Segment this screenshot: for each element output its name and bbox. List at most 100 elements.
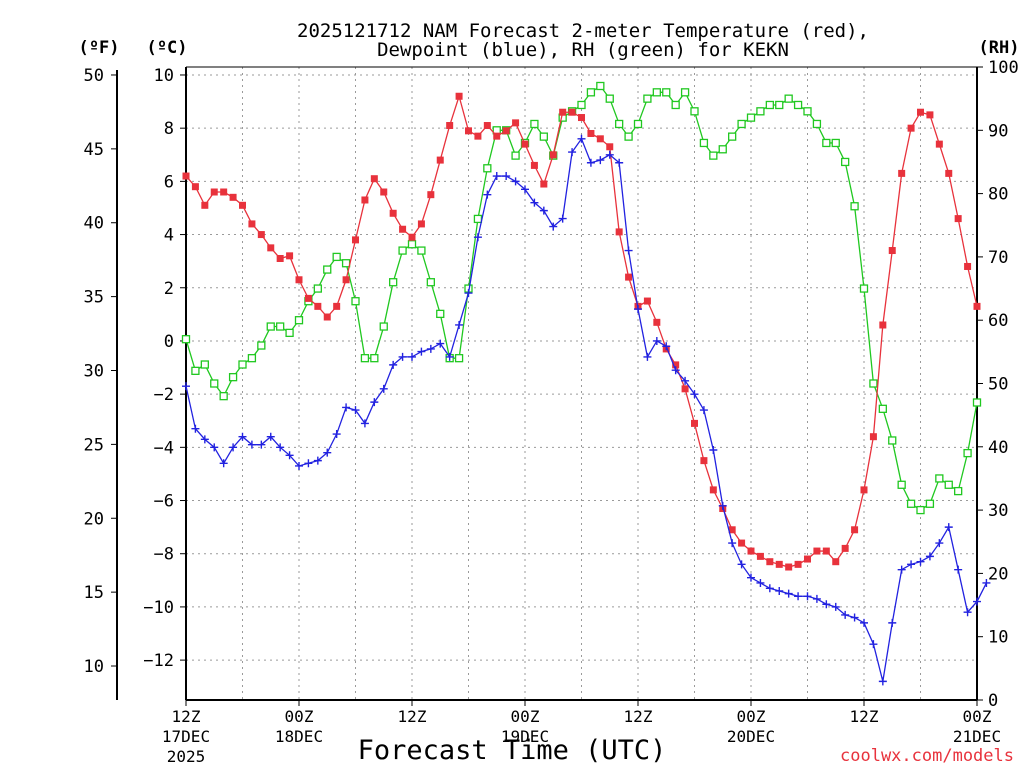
fahrenheit-tick-label: 40	[84, 214, 104, 234]
dewpoint-point	[210, 443, 219, 452]
dewpoint-point	[464, 289, 473, 298]
temperature-point	[333, 302, 341, 310]
temperature-point	[483, 122, 491, 130]
dewpoint-point	[925, 552, 934, 561]
rh-point	[473, 214, 483, 224]
temperature-point	[907, 124, 915, 132]
temperature-point	[578, 114, 585, 122]
dewpoint-point	[304, 459, 313, 468]
temperature-point	[314, 302, 322, 310]
rh-tick-label: 30	[988, 501, 1008, 521]
temperature-point	[521, 140, 529, 148]
rh-point	[662, 88, 671, 97]
x-tick-date-label: 21DEC	[953, 727, 1001, 746]
temperature-point	[286, 252, 294, 260]
rh-point	[257, 341, 266, 350]
rh-point	[332, 252, 341, 262]
dewpoint-point	[483, 190, 492, 199]
x-tick-time-label: 12Z	[398, 707, 427, 726]
temperature-point	[926, 111, 934, 119]
dewpoint-point	[841, 610, 850, 619]
dewpoint-point	[850, 613, 859, 622]
dewpoint-point	[219, 459, 228, 468]
temperature-point	[512, 119, 520, 127]
dewpoint-point	[944, 523, 953, 532]
dewpoint-point	[455, 320, 464, 329]
temperature-point	[615, 228, 623, 236]
dewpoint-point	[521, 185, 529, 194]
dewpoint-point	[332, 430, 341, 439]
temperature-point	[427, 191, 435, 199]
dewpoint-point	[775, 586, 784, 595]
rh-point	[238, 360, 247, 369]
rh-point	[370, 354, 379, 363]
rh-point	[341, 259, 351, 268]
rh-point	[935, 474, 944, 483]
rh-point	[954, 486, 963, 496]
temperature-point	[295, 276, 303, 284]
rh-point	[417, 246, 426, 255]
dewpoint-point	[634, 305, 642, 314]
temperature-point	[210, 188, 218, 196]
temperature-point	[229, 193, 237, 201]
celsius-unit-label: (ºC)	[147, 38, 188, 58]
rh-point	[389, 278, 398, 287]
axes: 1086420−2−4−6−8−10−125045403530252015101…	[84, 58, 1019, 766]
temperature-point	[559, 108, 567, 116]
rh-point	[775, 100, 784, 110]
temperature-point	[672, 361, 680, 369]
temperature-point	[945, 169, 953, 177]
temperature-point	[917, 108, 924, 116]
dewpoint-point	[681, 376, 690, 385]
fahrenheit-tick-label: 45	[84, 140, 104, 160]
dewpoint-point	[417, 347, 426, 356]
temperature-point	[455, 92, 463, 100]
rh-point	[793, 100, 803, 110]
fahrenheit-tick-label: 10	[84, 657, 104, 677]
temperature-point	[182, 172, 190, 180]
temperature-point	[267, 244, 275, 252]
temperature-point	[417, 220, 425, 228]
temperature-point	[370, 175, 378, 183]
dewpoint-point	[709, 445, 718, 454]
temperature-point	[775, 560, 783, 568]
dewpoint-point	[973, 597, 981, 606]
rh-point	[841, 157, 850, 167]
temperature-point	[973, 302, 981, 310]
rh-unit-label: (RH)	[979, 38, 1020, 58]
x-tick-date-label: 20DEC	[727, 727, 775, 746]
temperature-point	[766, 558, 774, 566]
dewpoint-point	[276, 443, 285, 452]
rh-point	[633, 119, 643, 129]
temperature-point	[832, 558, 840, 566]
rh-point	[210, 379, 219, 388]
x-tick-date-label: 19DEC	[501, 727, 549, 746]
temperature-point	[804, 555, 811, 563]
temperature-point	[380, 188, 388, 196]
credit-text: coolwx.com/models	[840, 746, 1014, 766]
rh-point	[276, 322, 285, 331]
rh-point	[181, 335, 191, 344]
rh-point	[925, 499, 935, 508]
rh-point	[859, 284, 869, 293]
x-tick-time-label: 00Z	[285, 707, 314, 726]
dewpoint-point	[652, 336, 661, 345]
dewpoint-point	[379, 384, 388, 393]
dewpoint-point	[747, 573, 755, 582]
fahrenheit-tick-label: 25	[84, 435, 104, 455]
rh-point	[219, 392, 228, 401]
temperature-point	[756, 552, 764, 560]
fahrenheit-tick-label: 35	[84, 288, 104, 308]
rh-point	[869, 379, 878, 388]
dewpoint-point	[869, 640, 878, 649]
dewpoint-point	[323, 448, 332, 457]
temperature-point	[323, 313, 331, 321]
dewpoint-point	[436, 339, 445, 348]
dewpoint-point	[878, 677, 887, 686]
dewpoint-point	[539, 206, 548, 215]
dewpoint-point	[370, 398, 379, 407]
rh-tick-label: 50	[988, 375, 1008, 395]
rh-point	[454, 354, 464, 363]
dewpoint-point	[624, 246, 633, 255]
temperature-point	[691, 419, 698, 427]
